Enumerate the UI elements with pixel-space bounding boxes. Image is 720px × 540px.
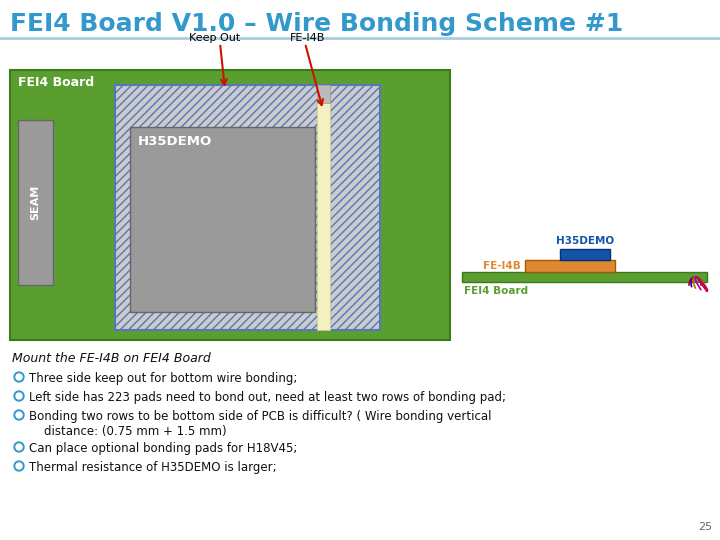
Bar (462, 272, 707, 282)
Bar (10, 70, 450, 340)
Text: FEI4 Board: FEI4 Board (464, 286, 528, 296)
Circle shape (14, 372, 24, 382)
Bar (115, 85, 380, 330)
Bar (317, 85, 330, 103)
Text: Can place optional bonding pads for H18V45;: Can place optional bonding pads for H18V… (29, 442, 297, 455)
Text: Left side has 223 pads need to bond out, need at least two rows of bonding pad;: Left side has 223 pads need to bond out,… (29, 391, 506, 404)
Circle shape (16, 393, 22, 399)
Bar (525, 260, 615, 272)
Circle shape (14, 410, 24, 420)
Bar (560, 249, 610, 260)
Circle shape (14, 391, 24, 401)
Text: Bonding two rows to be bottom side of PCB is difficult? ( Wire bonding vertical
: Bonding two rows to be bottom side of PC… (29, 410, 492, 438)
Text: 25: 25 (698, 522, 712, 532)
Circle shape (16, 412, 22, 418)
Text: FEI4 Board V1.0 – Wire Bonding Scheme #1: FEI4 Board V1.0 – Wire Bonding Scheme #1 (10, 12, 624, 36)
Text: Mount the FE-I4B on FEI4 Board: Mount the FE-I4B on FEI4 Board (12, 352, 211, 365)
Text: FE-I4B: FE-I4B (290, 33, 325, 43)
Text: FEI4 Board: FEI4 Board (18, 76, 94, 89)
Circle shape (14, 442, 24, 452)
Text: H35DEMO: H35DEMO (138, 135, 212, 148)
Text: Thermal resistance of H35DEMO is larger;: Thermal resistance of H35DEMO is larger; (29, 461, 276, 474)
Bar (18, 120, 53, 285)
Bar (317, 85, 330, 330)
Bar (130, 127, 315, 312)
Circle shape (14, 461, 24, 471)
Text: Three side keep out for bottom wire bonding;: Three side keep out for bottom wire bond… (29, 372, 297, 385)
Circle shape (16, 463, 22, 469)
Text: SEAM: SEAM (30, 185, 40, 220)
Text: FE-I4B: FE-I4B (483, 261, 521, 271)
Circle shape (16, 374, 22, 380)
Text: H35DEMO: H35DEMO (556, 236, 614, 246)
Text: Keep Out: Keep Out (189, 33, 240, 43)
Circle shape (16, 444, 22, 450)
